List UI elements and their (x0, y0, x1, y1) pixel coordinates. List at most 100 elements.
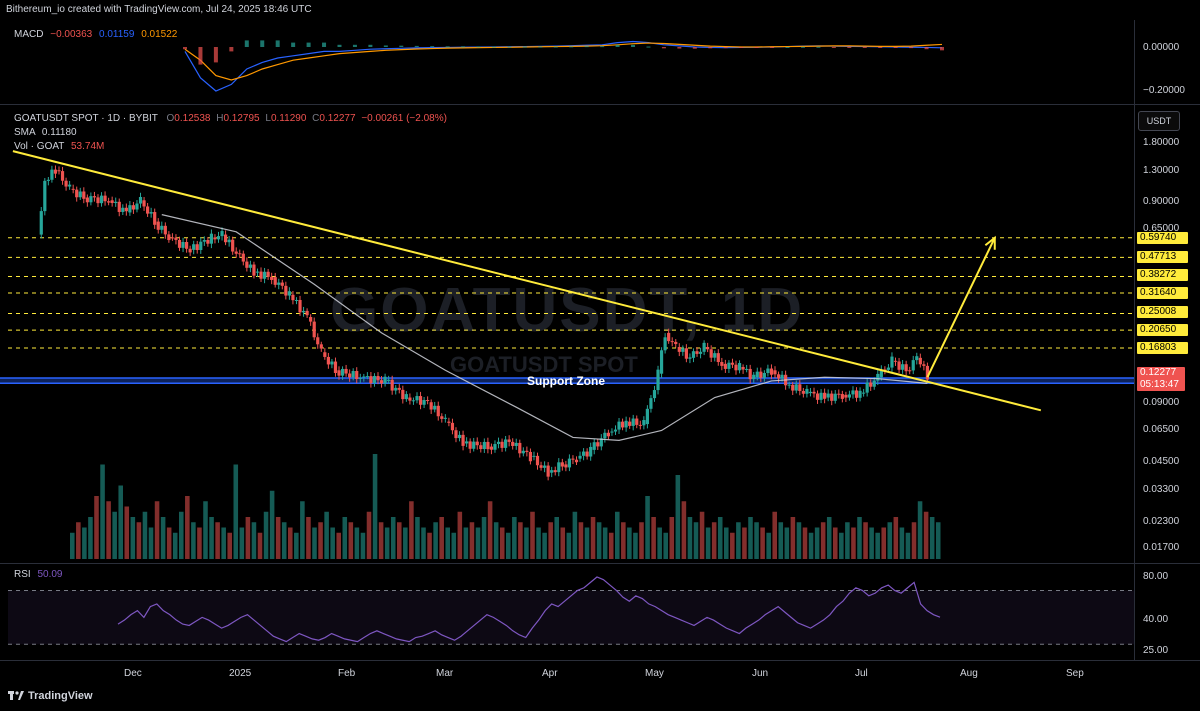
candle-body (858, 390, 862, 398)
candle-body (528, 451, 533, 462)
change-value: −0.00261 (−2.08%) (361, 113, 447, 124)
candle-body (748, 368, 752, 380)
sma-legend[interactable]: SMA 0.11180 (14, 127, 77, 138)
candle-body (776, 374, 781, 379)
candle-body (496, 441, 501, 445)
volume-bar (354, 527, 360, 559)
volume-bar (324, 511, 329, 559)
volume-bar (82, 527, 87, 559)
candle-body (43, 180, 47, 212)
macd-histogram-bar (553, 46, 558, 48)
candle-body (138, 196, 143, 204)
volume-value: 53.74M (70, 141, 105, 152)
candle-body (723, 363, 727, 369)
volume-bar (778, 522, 784, 559)
candle-body (908, 370, 912, 372)
candle-body (252, 264, 256, 276)
candle-body (114, 201, 118, 204)
volume-bar (742, 527, 747, 559)
candle-body (780, 374, 784, 379)
candle-body (833, 393, 837, 401)
candle-body (706, 346, 710, 350)
volume-bar (699, 511, 705, 559)
trendline (12, 150, 1042, 412)
macd-value-3: 0.01522 (141, 29, 178, 40)
currency-button[interactable]: USDT (1138, 111, 1180, 131)
candle-body (620, 421, 625, 428)
volume-bar (318, 522, 323, 559)
volume-bar (191, 522, 196, 559)
candle-body (39, 211, 43, 235)
macd-histogram-bar (600, 46, 605, 48)
macd-histogram-bar (213, 47, 218, 63)
volume-bar (257, 532, 263, 559)
candle-body (429, 402, 433, 410)
projection-arrow-head (984, 235, 996, 250)
candle-body (170, 237, 175, 239)
time-tick: Jul (855, 668, 868, 679)
rsi-band (8, 590, 1134, 645)
candle-body (766, 368, 770, 373)
volume-bar (275, 517, 281, 559)
current-price-tag: 0.12277 05:13:47 (1137, 367, 1185, 391)
level-tag: 0.59740 (1137, 232, 1188, 244)
macd-histogram-bar (229, 47, 234, 52)
volume-bar (433, 522, 438, 559)
volume-bar (512, 517, 517, 559)
candle-body (404, 394, 408, 400)
volume-bar (542, 532, 547, 559)
candle-body (475, 441, 479, 446)
volume-bar (602, 527, 608, 559)
volume-bar (372, 454, 378, 559)
candle-body (564, 464, 568, 468)
candle-body (415, 396, 419, 401)
candle-body (837, 393, 841, 395)
candle-body (369, 376, 373, 384)
macd-axis-bottom: −0.20000 (1143, 85, 1185, 96)
candle-body (422, 400, 426, 405)
candle-body (525, 450, 529, 452)
candle-body (107, 201, 111, 203)
candle-body (124, 207, 128, 212)
volume-bar (100, 464, 105, 559)
volume-bar (263, 511, 269, 559)
candle-body (709, 349, 713, 358)
volume-bar (584, 527, 590, 559)
support-zone-band (0, 377, 1134, 384)
candle-body (628, 421, 632, 426)
volume-legend[interactable]: Vol · GOAT 53.74M (14, 141, 104, 152)
candle-body (486, 441, 490, 450)
volume-bar (88, 517, 93, 559)
candle-body (330, 361, 334, 365)
candle-body (557, 462, 561, 473)
candle-body (518, 442, 522, 454)
macd-histogram-bar (661, 47, 666, 49)
candle-body (99, 195, 104, 204)
volume-bar (427, 532, 432, 559)
candle-body (184, 241, 189, 249)
candle-body (599, 438, 603, 447)
candle-body (773, 370, 777, 375)
rsi-legend[interactable]: RSI 50.09 (14, 569, 62, 580)
volume-bar (663, 532, 668, 559)
candle-body (922, 364, 926, 366)
tradingview-logo[interactable]: TradingView (8, 690, 93, 702)
candle-body (287, 291, 291, 296)
volume-bar (221, 527, 226, 559)
volume-bar (554, 517, 559, 559)
candle-body (372, 375, 377, 384)
volume-bar (154, 501, 160, 559)
candle-body (670, 341, 674, 343)
symbol-legend[interactable]: GOATUSDT SPOT · 1D · BYBIT O0.12538 H0.1… (14, 113, 447, 124)
volume-bar (409, 501, 414, 559)
volume-bar (233, 464, 239, 559)
close-label: C (312, 113, 320, 124)
time-tick: Aug (960, 668, 978, 679)
macd-legend[interactable]: MACD −0.00363 0.01159 0.01522 (14, 29, 177, 40)
candle-body (379, 380, 384, 384)
candle-body (659, 350, 664, 374)
level-tag: 0.31640 (1137, 287, 1188, 299)
open-value: 0.12538 (174, 113, 211, 124)
volume-bar (887, 522, 893, 559)
